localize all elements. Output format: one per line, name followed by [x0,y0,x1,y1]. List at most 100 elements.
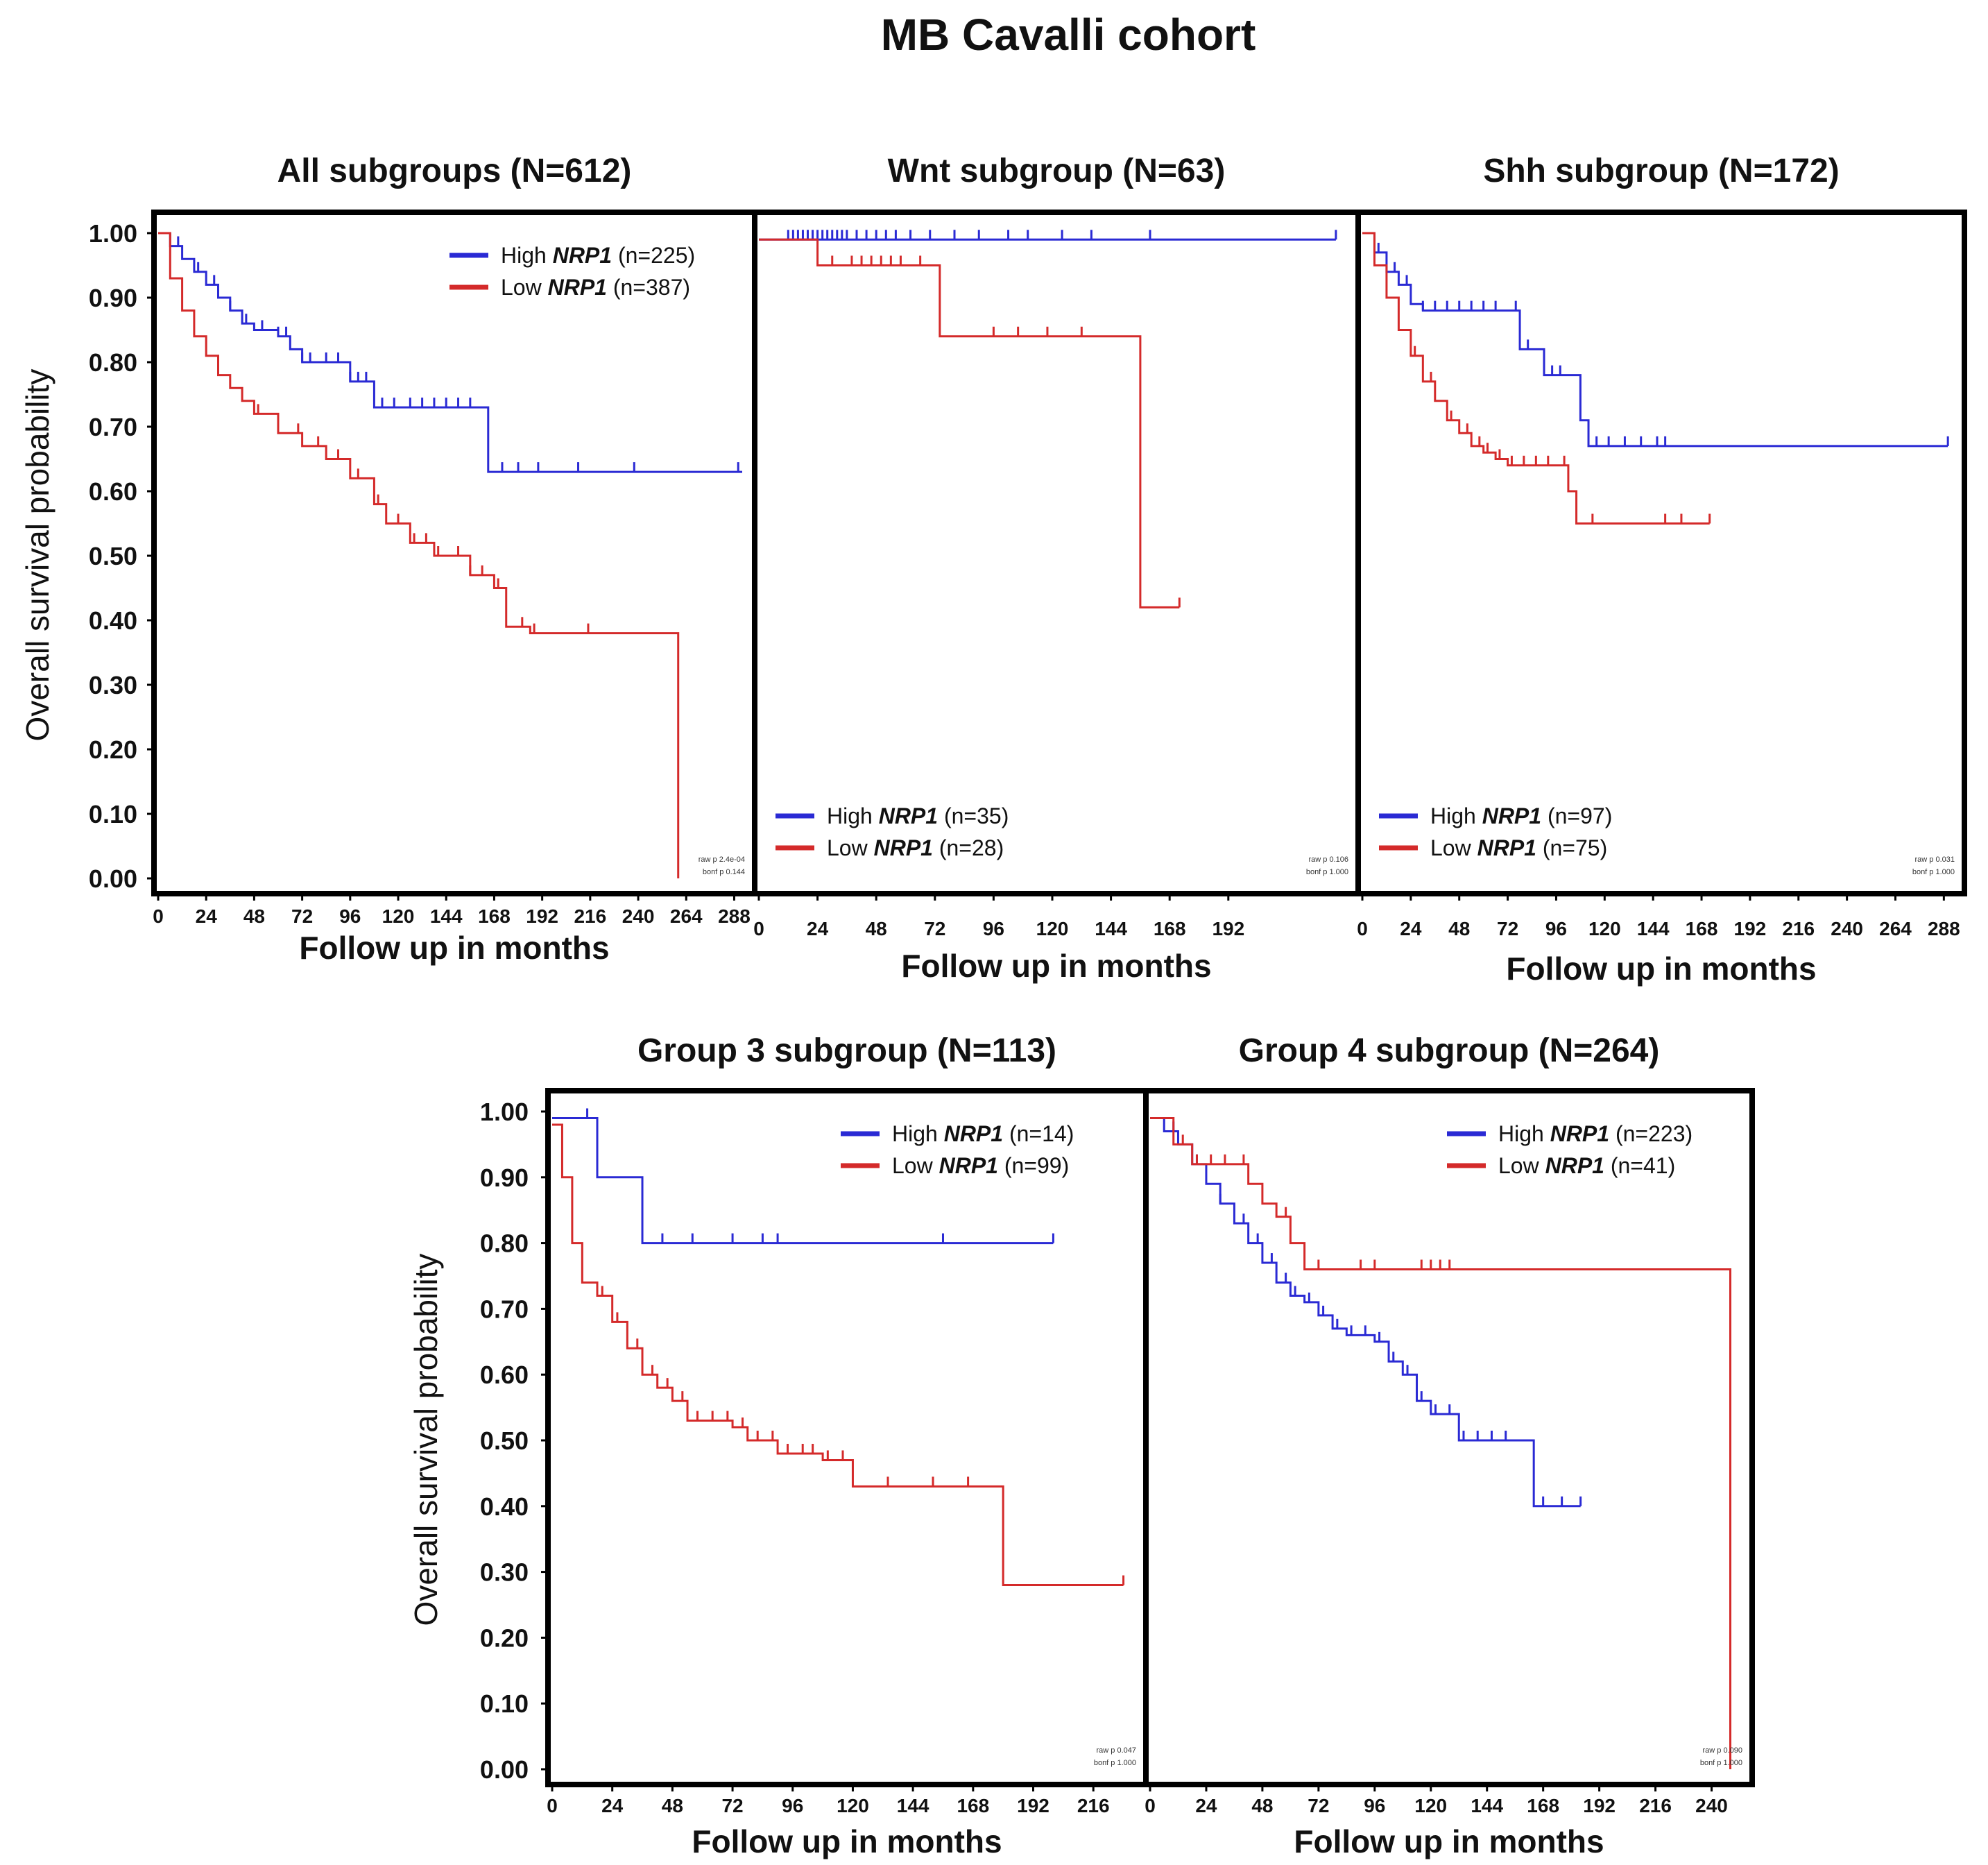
legend-entry-low: Low NRP1 (n=75) [1430,835,1607,860]
stat-pvalue: raw p 0.090 [1703,1746,1742,1755]
panel-title: Shh subgroup (N=172) [1483,153,1839,189]
x-tick-label: 72 [291,905,313,927]
x-tick-label: 240 [1695,1795,1728,1816]
x-tick-label: 192 [1212,918,1244,939]
x-tick-label: 0 [1357,918,1368,939]
x-tick-label: 96 [1364,1795,1385,1816]
stat-pvalue: bonf p 1.000 [1306,868,1348,876]
x-tick-label: 168 [478,905,511,927]
y-tick-label: 0.90 [89,284,137,312]
x-tick-label: 24 [1195,1795,1217,1816]
legend-entry-low: Low NRP1 (n=28) [827,835,1004,860]
survival-curve-high [1150,1116,1581,1508]
x-tick-label: 168 [1154,918,1186,939]
legend: High NRP1 (n=14) Low NRP1 (n=99) [841,1121,1074,1178]
legend-count: (n=99) [1004,1153,1069,1178]
stat-pvalue: raw p 0.031 [1915,855,1955,864]
legend-count: (n=97) [1548,803,1612,828]
x-tick-label: 0 [1145,1795,1156,1816]
x-tick-label: 192 [1583,1795,1616,1816]
y-tick-label: 0.30 [480,1558,529,1587]
x-tick-label: 0 [153,905,164,927]
legend-name: Low [1498,1153,1540,1178]
panel-frame [1143,1088,1755,1787]
panel-4: Group 3 subgroup (N=113) 0.00 0.10 0.20 0.30… [408,1032,1149,1859]
y-tick-label: 1.00 [480,1098,529,1126]
x-tick-label: 96 [1545,918,1567,939]
legend-name: Low [501,275,542,300]
x-tick-label: 192 [1017,1795,1049,1816]
legend-gene: NRP1 [553,243,612,268]
x-tick-label: 168 [1527,1795,1559,1816]
survival-curve-high [552,1116,1054,1245]
x-tick-label: 72 [721,1795,743,1816]
x-tick-label: 168 [957,1795,989,1816]
legend-gene: NRP1 [1545,1153,1604,1178]
y-tick-label: 0.70 [89,413,137,441]
x-tick-label: 120 [1036,918,1069,939]
panel-title: All subgroups (N=612) [277,153,632,189]
x-tick-label: 216 [1782,918,1815,939]
legend: High NRP1 (n=225) Low NRP1 (n=387) [449,243,695,300]
x-tick-label: 216 [574,905,606,927]
stat-pvalue: bonf p 1.000 [1700,1759,1742,1767]
x-axis-label: Follow up in months [299,930,609,966]
x-tick-label: 144 [1095,918,1127,939]
legend-name: Low [1430,835,1472,860]
y-tick-label: 0.40 [480,1492,529,1521]
panel-frame [1355,210,1967,896]
panels-container: All subgroups (N=612) 0.00 0.10 0.20 0.30 0.4… [19,153,1967,1859]
legend-count: (n=225) [618,243,695,268]
legend-entry-high: High NRP1 (n=225) [501,243,695,268]
legend-gene: NRP1 [874,835,933,860]
panel-title: Group 3 subgroup (N=113) [637,1032,1056,1069]
legend-name: High [1430,803,1476,828]
x-axis-label: Follow up in months [901,948,1211,984]
x-tick-label: 72 [924,918,945,939]
x-tick-label: 120 [382,905,415,927]
legend-entry-high: High NRP1 (n=35) [827,803,1009,828]
x-tick-label: 24 [601,1795,624,1816]
x-tick-label: 24 [196,905,218,927]
legend-gene: NRP1 [944,1121,1003,1146]
survival-curve-high [158,232,742,473]
x-tick-label: 192 [526,905,558,927]
y-tick-label: 0.50 [480,1427,529,1455]
panel-title: Wnt subgroup (N=63) [888,153,1226,189]
y-tick-label: 1.00 [89,219,137,248]
x-tick-label: 216 [1077,1795,1110,1816]
x-tick-label: 48 [1251,1795,1273,1816]
legend: High NRP1 (n=223) Low NRP1 (n=41) [1447,1121,1693,1178]
x-tick-label: 264 [670,905,703,927]
x-tick-label: 96 [983,918,1004,939]
y-tick-label: 0.00 [89,865,137,893]
y-tick-label: 0.20 [89,735,137,764]
x-tick-label: 120 [1588,918,1621,939]
stat-pvalue: raw p 2.4e-04 [699,855,745,864]
legend: High NRP1 (n=97) Low NRP1 (n=75) [1379,803,1612,860]
x-tick-label: 48 [866,918,887,939]
x-tick-label: 48 [243,905,265,927]
panel-3: Shh subgroup (N=172) 0 24 48 72 96 120 144 168 19… [1355,153,1967,987]
x-tick-label: 240 [622,905,655,927]
figure-title: MB Cavalli cohort [881,10,1256,60]
x-tick-label: 144 [897,1795,929,1816]
legend-name: Low [892,1153,934,1178]
x-axis-label: Follow up in months [1506,951,1816,987]
legend-gene: NRP1 [1482,803,1541,828]
x-tick-label: 192 [1734,918,1767,939]
x-tick-label: 24 [1400,918,1422,939]
legend-name: High [1498,1121,1544,1146]
y-tick-label: 0.10 [480,1689,529,1718]
stat-pvalue: bonf p 0.144 [703,868,745,876]
legend-entry-low: Low NRP1 (n=99) [892,1153,1069,1178]
x-tick-label: 0 [753,918,764,939]
x-axis-label: Follow up in months [692,1823,1002,1859]
x-tick-label: 72 [1497,918,1518,939]
y-tick-label: 0.70 [480,1295,529,1323]
stat-pvalue: bonf p 1.000 [1094,1759,1136,1767]
legend-count: (n=41) [1611,1153,1675,1178]
y-tick-label: 0.90 [480,1164,529,1192]
